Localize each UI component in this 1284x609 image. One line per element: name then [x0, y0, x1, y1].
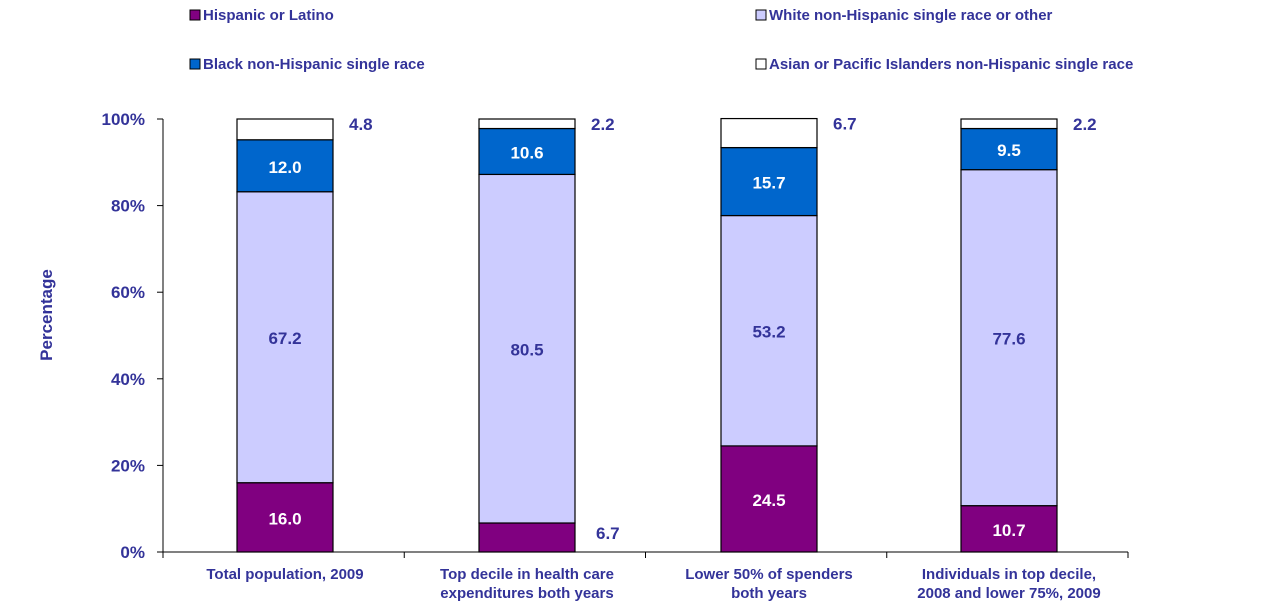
data-label: 77.6	[992, 330, 1025, 349]
x-axis: Total population, 2009 Top decile in heal…	[162, 551, 1129, 602]
y-axis: 0% 20% 40% 60% 80% 100%	[102, 110, 164, 562]
data-label: 2.2	[1073, 115, 1097, 134]
data-label: 16.0	[268, 509, 301, 528]
bar-segment	[720, 214, 818, 447]
bar-segment	[960, 169, 1058, 507]
data-label: 53.2	[752, 323, 785, 342]
legend-swatch	[755, 58, 767, 70]
data-label: 4.8	[349, 115, 373, 134]
data-label: 67.2	[268, 329, 301, 348]
legend-label: Hispanic or Latino	[203, 7, 334, 24]
data-label: 24.5	[752, 491, 785, 510]
legend-label: Asian or Pacific Islanders non-Hispanic …	[769, 56, 1133, 73]
data-label: 10.6	[510, 143, 543, 162]
legend-swatch	[755, 9, 767, 21]
data-label: 6.7	[833, 115, 857, 134]
y-tick-label: 60%	[111, 283, 145, 302]
data-label: 2.2	[591, 115, 615, 134]
bar-segment	[478, 522, 576, 553]
data-label: 9.5	[997, 141, 1021, 160]
bar-segment	[236, 191, 334, 484]
legend-swatch	[189, 58, 201, 70]
y-tick-label: 40%	[111, 370, 145, 389]
bar-segment	[236, 118, 334, 141]
bar-segment	[720, 445, 818, 553]
y-tick-label: 100%	[102, 110, 145, 129]
legend-swatch	[189, 9, 201, 21]
y-axis-label: Percentage	[37, 269, 56, 361]
x-tick-label: Total population, 2009	[206, 566, 363, 583]
data-label: 15.7	[752, 174, 785, 193]
bar-segment	[478, 173, 576, 524]
x-tick-label: Top decile in health care expenditures bo…	[440, 566, 614, 602]
bar-segment	[720, 146, 818, 217]
bar-segment	[720, 117, 818, 149]
data-label: 12.0	[268, 158, 301, 177]
bar-segment	[960, 127, 1058, 171]
data-label: 80.5	[510, 341, 543, 360]
bar-segment	[960, 118, 1058, 130]
y-tick-label: 0%	[120, 543, 145, 562]
legend: Hispanic or Latino White non-Hispanic sin…	[189, 7, 1133, 73]
data-label: 6.7	[596, 524, 620, 543]
data-label: 10.7	[992, 521, 1025, 540]
y-tick-label: 20%	[111, 456, 145, 475]
legend-label: Black non-Hispanic single race	[203, 56, 425, 73]
bar-segment	[478, 118, 576, 130]
x-tick-label: Individuals in top decile, 2008 and lower…	[917, 566, 1100, 602]
bar-segment	[236, 139, 334, 193]
legend-label: White non-Hispanic single race or other	[769, 7, 1053, 24]
x-tick-label: Lower 50% of spenders both years	[685, 566, 853, 602]
bars: 16.0 67.2 12.0 4.8 6.7 80.5 10.6 2.2 24.5 53.2 15.…	[236, 115, 1097, 553]
bar-segment	[478, 127, 576, 176]
y-tick-label: 80%	[111, 197, 145, 216]
